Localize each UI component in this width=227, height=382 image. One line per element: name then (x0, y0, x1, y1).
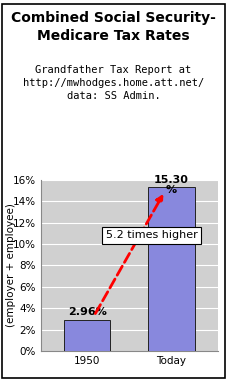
Text: Grandfather Tax Report at
http://mwhodges.home.att.net/
data: SS Admin.: Grandfather Tax Report at http://mwhodge… (23, 65, 204, 100)
Text: 2.96%: 2.96% (68, 307, 107, 317)
Text: Tax rates - FICA
(employer + employee): Tax rates - FICA (employer + employee) (0, 204, 16, 327)
Bar (64, 320, 110, 351)
Bar (148, 187, 195, 351)
Text: Combined Social Security-
Medicare Tax Rates: Combined Social Security- Medicare Tax R… (11, 11, 216, 43)
Text: 15.30: 15.30 (154, 175, 189, 185)
Text: 5.2 times higher: 5.2 times higher (106, 230, 197, 240)
Text: %: % (166, 185, 177, 194)
